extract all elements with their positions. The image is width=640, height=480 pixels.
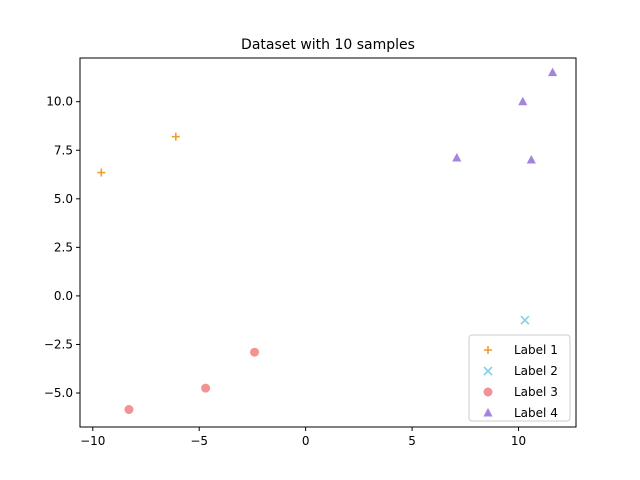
axes-frame (79, 57, 577, 428)
x-tick-label: 0 (302, 434, 310, 448)
data-point-label-1-2 (171, 132, 180, 141)
legend-label-2: Label 2 (514, 364, 558, 378)
y-tick-label: 5.0 (54, 192, 73, 206)
y-tick-label: 10.0 (46, 95, 73, 109)
chart-title: Dataset with 10 samples (241, 37, 415, 53)
data-point-label-4-4 (547, 67, 558, 77)
data-point-label-3-3 (250, 347, 260, 357)
y-tick-label: −2.5 (44, 337, 73, 351)
legend-marker-4 (483, 408, 493, 417)
y-tick-label: 2.5 (54, 240, 73, 254)
x-marker-b (483, 366, 493, 376)
legend-marker-2 (483, 366, 493, 376)
x-tick-label: 5 (408, 434, 416, 448)
y-tick-label: 0.0 (54, 289, 73, 303)
legend-box (468, 334, 571, 422)
axes: −10 −5 0 5 10 −5.0 −2.5 0.0 2.5 5.0 7.5 10.0 (44, 57, 577, 448)
x-tick-label: −5 (190, 434, 208, 448)
x-marker-b (520, 315, 530, 325)
x-tick-label: 10 (511, 434, 526, 448)
legend: Label 1 Label 2 Label 3 Label 4 (468, 334, 571, 422)
plot-area (97, 67, 558, 415)
data-point-label-4-1 (452, 153, 462, 162)
legend-marker-1 (484, 346, 492, 354)
data-point-label-3-2 (201, 383, 211, 393)
data-point-label-3-1 (124, 405, 134, 415)
y-tick-label: −5.0 (44, 386, 73, 400)
data-point-label-2-1 (520, 315, 530, 325)
data-point-label-4-2 (518, 96, 528, 106)
legend-label-4: Label 4 (514, 406, 558, 420)
data-point-label-4-3 (526, 154, 536, 164)
legend-label-3: Label 3 (514, 385, 558, 399)
legend-marker-3 (483, 387, 493, 397)
y-tick-label: 7.5 (54, 143, 73, 157)
data-point-label-1-1 (97, 168, 106, 177)
x-tick-label: −10 (80, 434, 105, 448)
legend-label-1: Label 1 (514, 343, 558, 357)
